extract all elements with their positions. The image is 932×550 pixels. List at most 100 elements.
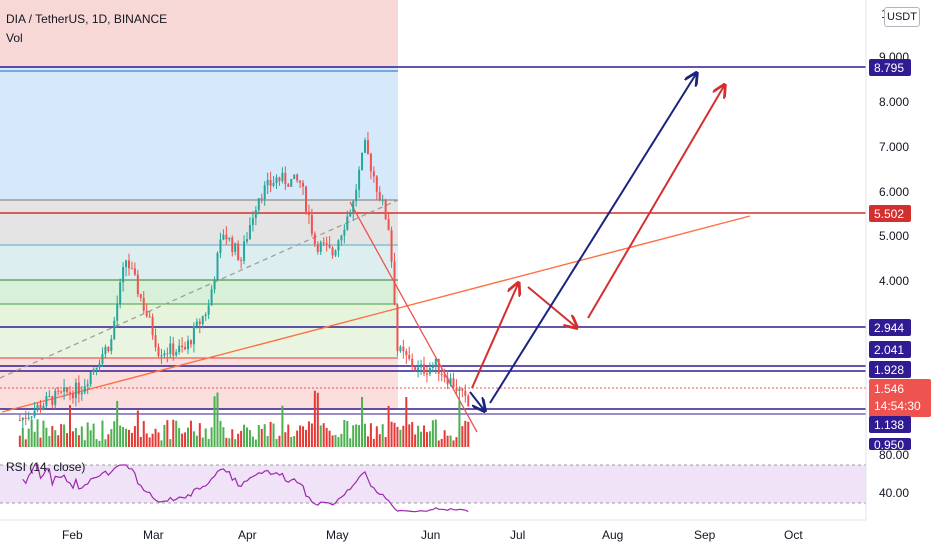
volume-bar — [399, 429, 402, 447]
volume-bar — [346, 420, 349, 447]
candle-body — [449, 378, 452, 385]
candle-body — [464, 390, 467, 396]
volume-bar — [443, 430, 446, 447]
volume-bar — [98, 440, 101, 447]
candle-body — [24, 417, 27, 419]
candle-body — [128, 260, 130, 269]
candle-body — [461, 388, 464, 391]
candle-body — [240, 259, 243, 261]
volume-bar — [251, 436, 254, 447]
candle-body — [33, 410, 36, 417]
volume-bar — [36, 419, 39, 447]
volume-bar — [213, 396, 216, 447]
x-tick: May — [326, 528, 349, 542]
volume-bar — [393, 422, 396, 447]
volume-bar — [237, 433, 240, 447]
tag-5502: 5.502 — [874, 207, 904, 221]
volume-bar — [63, 424, 66, 447]
candle-body — [39, 405, 42, 410]
price-candles — [18, 131, 470, 429]
tag-2041: 2.041 — [874, 343, 904, 357]
volume-bar — [122, 427, 125, 447]
candle-body — [216, 252, 219, 280]
volume-bar — [296, 430, 299, 447]
volume-bar — [157, 432, 160, 447]
candle-body — [420, 364, 423, 368]
candle-body — [172, 343, 175, 356]
candle-body — [366, 140, 369, 154]
tag-countdown: 14:54:30 — [874, 399, 921, 413]
volume-bar — [364, 423, 366, 447]
volume-bar — [337, 437, 340, 447]
volume-bar — [355, 424, 358, 447]
candle-body — [431, 366, 434, 369]
volume-bar — [210, 427, 213, 447]
volume-bar — [372, 438, 375, 447]
candle-body — [452, 378, 455, 388]
volume-bar — [343, 420, 346, 447]
candle-body — [381, 199, 384, 201]
candle-body — [384, 199, 387, 220]
y-tick: 5.000 — [879, 229, 909, 243]
candle-body — [328, 244, 331, 248]
volume-bar — [243, 424, 246, 447]
candle-body — [246, 239, 248, 242]
volume-bar — [325, 427, 328, 447]
volume-bar — [113, 421, 116, 447]
candle-body — [325, 243, 328, 245]
volume-bar — [89, 430, 92, 447]
volume-bar — [387, 405, 390, 447]
volume-bar — [77, 435, 80, 447]
x-tick: Aug — [602, 528, 623, 542]
candle-body — [207, 305, 210, 315]
volume-bar — [80, 426, 83, 447]
volume-bar — [302, 426, 305, 447]
candle-body — [428, 368, 431, 374]
candle-body — [305, 186, 307, 212]
candle-body — [346, 216, 349, 230]
candle-body — [222, 234, 225, 240]
volume-bar — [48, 436, 51, 447]
candle-body — [201, 316, 204, 325]
tag-0950: 0.950 — [874, 438, 904, 452]
candle-body — [66, 387, 69, 393]
candle-body — [122, 267, 125, 283]
volume-bar — [154, 428, 157, 447]
volume-bar — [198, 423, 201, 447]
candle-body — [187, 340, 189, 350]
candle-body — [257, 198, 260, 211]
candle-body — [278, 177, 281, 182]
candle-body — [110, 338, 113, 351]
candle-body — [178, 345, 181, 353]
volume-bar — [275, 438, 278, 447]
candle-body — [369, 153, 372, 172]
volume-bar — [178, 428, 181, 447]
candle-body — [225, 234, 228, 240]
volume-bar — [234, 439, 237, 447]
candle-body — [319, 242, 322, 252]
volume-bar — [437, 440, 440, 447]
candle-body — [213, 279, 216, 290]
candle-body — [334, 250, 337, 256]
candle-body — [18, 419, 21, 421]
candle-body — [234, 243, 237, 252]
volume-bar — [33, 431, 36, 447]
volume-bar — [92, 423, 95, 447]
trend-lines — [0, 199, 751, 433]
volume-bar — [423, 425, 425, 447]
volume-bar — [352, 425, 355, 447]
candle-body — [189, 340, 192, 345]
candle-body — [414, 366, 417, 371]
candle-body — [74, 382, 77, 399]
candle-body — [231, 237, 234, 252]
volume-bar — [375, 426, 378, 447]
candle-body — [269, 179, 272, 186]
candle-body — [181, 345, 184, 347]
volume-bar — [316, 392, 319, 447]
volume-bar — [349, 438, 352, 447]
candle-body — [145, 310, 148, 317]
volume-bar — [322, 423, 325, 447]
currency-unit-button[interactable]: USDT — [884, 7, 920, 27]
candle-body — [417, 367, 420, 371]
candle-body — [425, 373, 428, 375]
